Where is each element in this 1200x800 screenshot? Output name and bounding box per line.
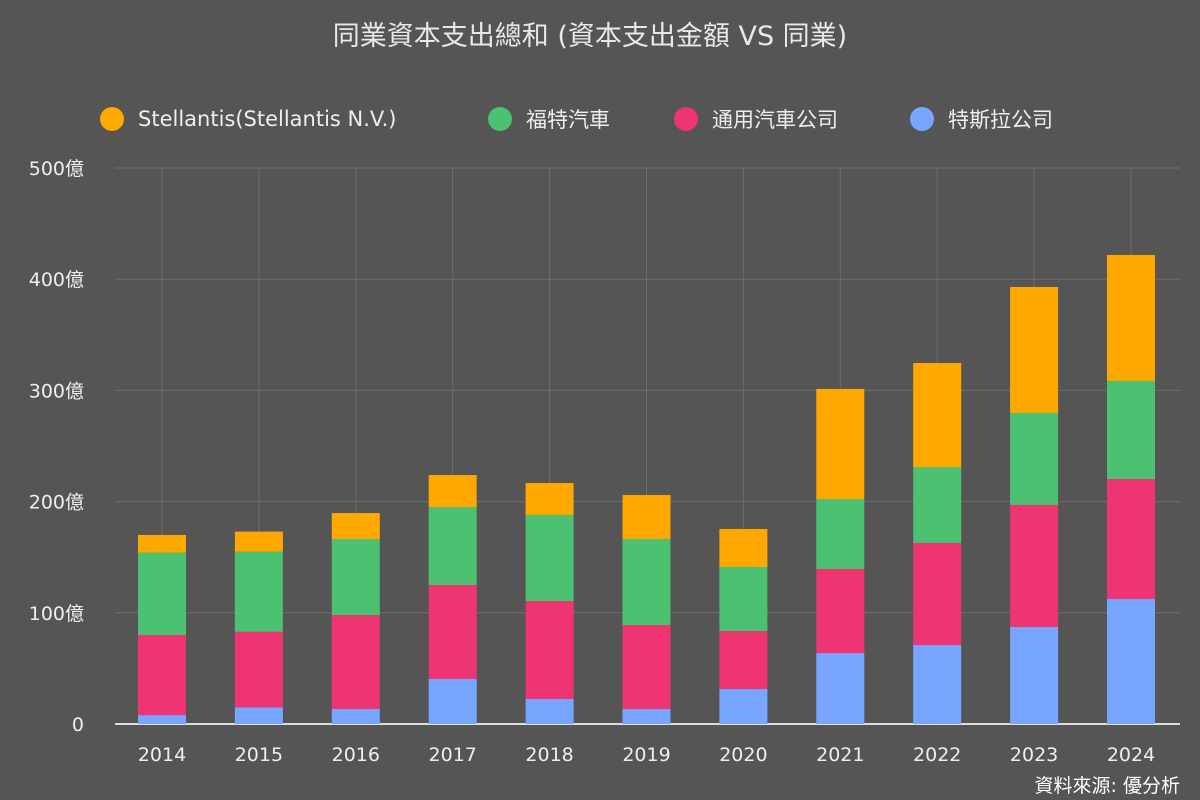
bar-segment-2017-0 — [428, 678, 477, 724]
bar-segment-2020-3 — [719, 528, 768, 567]
x-tick-label: 2015 — [235, 744, 283, 766]
legend-label: Stellantis(Stellantis N.V.) — [138, 107, 397, 131]
bar-segment-2024-2 — [1107, 380, 1155, 480]
legend-label: 通用汽車公司 — [712, 108, 838, 132]
bar-segment-2024-3 — [1107, 254, 1155, 381]
x-tick-label: 2018 — [525, 744, 573, 766]
bar-segment-2022-2 — [913, 467, 962, 543]
legend-marker — [100, 107, 124, 131]
bar-segment-2019-2 — [622, 538, 671, 626]
x-tick-label: 2019 — [622, 744, 670, 766]
bar-segment-2014-3 — [138, 534, 186, 553]
legend-marker — [674, 107, 698, 131]
bar-segment-2017-3 — [428, 475, 477, 508]
y-tick-label: 100億 — [29, 603, 84, 625]
bar-segment-2017-2 — [428, 507, 477, 585]
bar-segment-2018-2 — [525, 514, 574, 602]
x-tick-label: 2014 — [138, 744, 186, 766]
bar-segment-2021-2 — [816, 499, 865, 569]
bar-segment-2022-1 — [913, 542, 962, 646]
bar-segment-2016-3 — [331, 513, 380, 539]
x-tick-label: 2022 — [913, 744, 961, 766]
x-tick-label: 2021 — [816, 744, 864, 766]
y-tick-label: 500億 — [29, 158, 84, 180]
bar-segment-2016-1 — [331, 615, 380, 709]
bar-segment-2023-2 — [1010, 412, 1059, 505]
x-tick-label: 2023 — [1010, 744, 1058, 766]
bar-segment-2015-1 — [234, 631, 283, 708]
bar-segment-2019-1 — [622, 625, 671, 709]
bar-segment-2015-2 — [234, 551, 283, 632]
bar-segment-2015-3 — [234, 531, 283, 552]
bar-segment-2024-1 — [1107, 479, 1155, 600]
legend-marker — [488, 107, 512, 131]
legend-item[interactable]: 通用汽車公司 — [674, 104, 910, 134]
bar-segment-2018-0 — [525, 698, 574, 724]
legend-item[interactable]: 特斯拉公司 — [910, 104, 1110, 134]
legend-label: 特斯拉公司 — [948, 108, 1053, 132]
bar-segment-2023-0 — [1010, 627, 1059, 724]
bar-segment-2023-1 — [1010, 504, 1059, 628]
bar-segment-2016-0 — [331, 708, 380, 724]
legend-item[interactable]: 福特汽車 — [488, 104, 674, 134]
bar-segment-2020-0 — [719, 688, 768, 724]
x-tick-label: 2017 — [429, 744, 477, 766]
bar-segment-2019-3 — [622, 495, 671, 539]
bar-segment-2014-2 — [138, 552, 186, 636]
bar-segment-2017-1 — [428, 585, 477, 679]
x-tick-label: 2016 — [332, 744, 380, 766]
y-tick-label: 400億 — [29, 269, 84, 291]
bar-segment-2021-3 — [816, 388, 865, 500]
x-tick-label: 2024 — [1107, 744, 1155, 766]
legend-label: 福特汽車 — [526, 108, 610, 132]
chart-title: 同業資本支出總和 (資本支出金額 VS 同業) — [332, 21, 848, 52]
bar-segment-2019-0 — [622, 708, 671, 724]
legend-marker — [910, 107, 934, 131]
bar-segment-2014-0 — [138, 715, 186, 724]
bar-segment-2014-1 — [138, 635, 186, 716]
y-tick-label: 0 — [72, 714, 84, 736]
legend-item[interactable]: Stellantis(Stellantis N.V.) — [100, 104, 488, 134]
bar-segment-2018-1 — [525, 601, 574, 699]
y-tick-label: 300億 — [29, 380, 84, 402]
bar-segment-2024-0 — [1107, 599, 1155, 724]
bar-segment-2016-2 — [331, 538, 380, 616]
bar-segment-2022-0 — [913, 645, 962, 724]
bar-segment-2021-1 — [816, 568, 865, 654]
bar-segment-2020-2 — [719, 566, 768, 632]
bar-segment-2018-3 — [525, 483, 574, 515]
bar-segment-2020-1 — [719, 631, 768, 689]
y-tick-label: 200億 — [29, 492, 84, 514]
bar-segment-2022-3 — [913, 363, 962, 468]
x-tick-label: 2020 — [719, 744, 767, 766]
source-note: 資料來源: 優分析 — [1034, 775, 1180, 797]
bar-segment-2023-3 — [1010, 286, 1059, 413]
bar-segment-2015-0 — [234, 707, 283, 724]
legend: Stellantis(Stellantis N.V.) 福特汽車 通用汽車公司 特斯拉… — [100, 104, 1110, 134]
bar-segment-2021-0 — [816, 653, 865, 724]
